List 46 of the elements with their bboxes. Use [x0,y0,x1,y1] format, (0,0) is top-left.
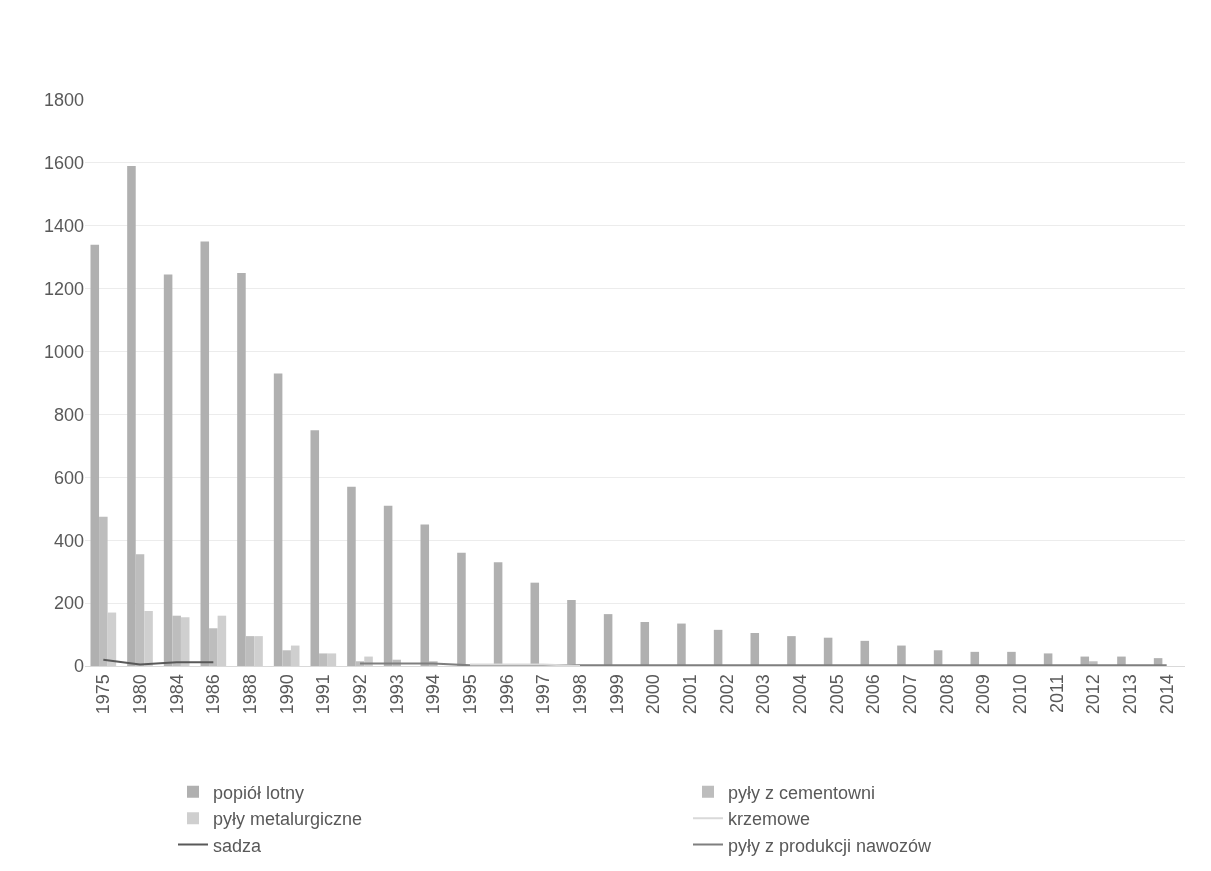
x-tick-label: 2006 [863,674,884,715]
y-tick-label: 400 [53,530,84,551]
legend-label: pyły z produkcji nawozów [728,835,933,856]
x-tick-label: 2003 [753,674,774,715]
x-tick-label: 1984 [166,674,187,715]
x-tick-label: 1994 [423,674,444,715]
x-tick-label: 2002 [716,674,737,715]
y-tick-label: 0 [73,656,84,677]
x-tick-label: 1986 [203,674,224,715]
y-tick-label: 1800 [43,90,84,111]
x-tick-label: 2004 [789,674,810,715]
x-tick-label: 2008 [936,674,957,715]
legend-label: popiół lotny [213,782,305,803]
x-tick-label: 1992 [349,674,370,715]
x-tick-label: 2009 [973,674,994,715]
x-tick-label: 2011 [1046,674,1067,713]
y-tick-label: 800 [53,404,84,425]
y-tick-label: 1000 [43,341,84,362]
x-tick-label: 2012 [1083,674,1104,715]
x-tick-label: 2005 [826,674,847,715]
x-tick-label: 1993 [386,674,407,715]
x-tick-label: 1998 [569,674,590,715]
x-tick-label: 1996 [496,674,517,715]
x-tick-label: 2013 [1119,674,1140,715]
x-tick-label: 2000 [643,674,664,715]
legend-label: pyły metalurgiczne [213,809,363,830]
x-tick-label: 1975 [93,674,114,715]
y-tick-label: 1200 [43,278,84,299]
legend-label: sadza [213,835,263,856]
x-tick-label: 2014 [1156,674,1177,715]
x-tick-label: 1990 [276,674,297,715]
y-tick-label: 1600 [43,153,84,174]
x-tick-label: 1995 [459,674,480,715]
x-tick-label: 2010 [1009,674,1030,715]
x-tick-label: 1999 [606,674,627,715]
x-tick-label: 1991 [313,674,334,715]
legend-label: krzemowe [728,809,811,830]
x-tick-label: 1997 [533,674,554,715]
x-tick-label: 1988 [239,674,260,715]
x-tick-label: 1980 [129,674,150,715]
x-tick-label: 2007 [899,674,920,715]
x-tick-label: 2001 [679,674,700,715]
y-tick-label: 600 [53,467,84,488]
y-tick-label: 1400 [43,216,84,237]
y-tick-label: 200 [53,593,84,614]
legend-label: pyły z cementowni [728,782,876,803]
